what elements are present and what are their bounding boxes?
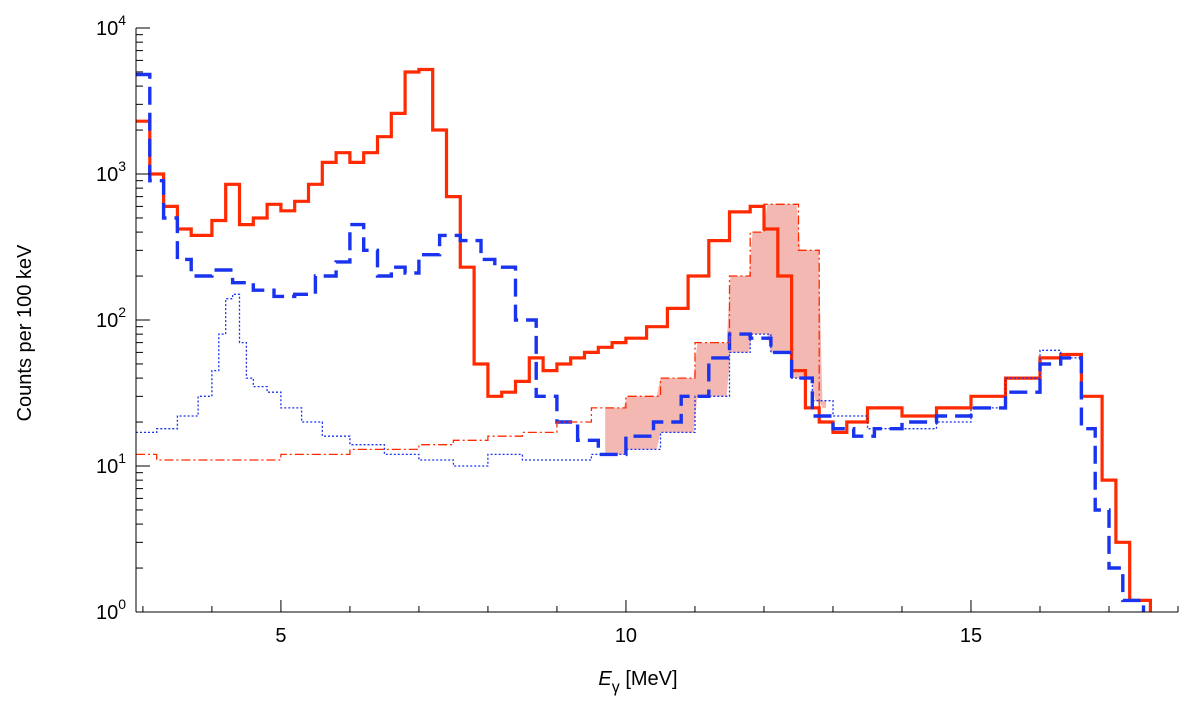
y-tick-label-base: 10 xyxy=(96,456,118,478)
y-tick-label: 103 xyxy=(96,158,126,186)
series-layer xyxy=(136,67,1153,612)
y-tick-label-exponent: 1 xyxy=(118,450,126,466)
x-axis-title-sub: γ xyxy=(612,679,620,696)
series-line-blue-dashed-thick xyxy=(136,72,1146,612)
y-tick-label-exponent: 0 xyxy=(118,596,126,612)
series-line-red-dashdot-thin xyxy=(136,203,820,461)
x-tick-label: 15 xyxy=(960,625,982,647)
y-tick-label-base: 10 xyxy=(96,18,118,40)
x-axis-title-unit: [MeV] xyxy=(620,668,678,690)
y-tick-label: 104 xyxy=(96,12,126,40)
x-axis-title: Eγ [MeV] xyxy=(598,668,677,696)
x-tick-label: 10 xyxy=(615,625,637,647)
series-line-red-solid-thick xyxy=(136,67,1153,612)
y-tick-label: 102 xyxy=(96,304,126,332)
x-axis-title-var: E xyxy=(598,668,612,690)
y-axis-title: Counts per 100 keV xyxy=(14,244,36,421)
y-tick-label-base: 10 xyxy=(96,602,118,624)
y-tick-label-exponent: 4 xyxy=(118,12,126,28)
y-tick-label-base: 10 xyxy=(96,164,118,186)
series-line-blue-dotted-thin xyxy=(136,293,1083,467)
y-tick-label-exponent: 3 xyxy=(118,158,126,174)
y-tick-label-base: 10 xyxy=(96,310,118,332)
y-tick-label: 101 xyxy=(96,450,126,478)
y-tick-label-exponent: 2 xyxy=(118,304,126,320)
y-tick-label: 100 xyxy=(96,596,126,624)
x-tick-label: 5 xyxy=(275,625,286,647)
axes-layer xyxy=(135,27,1179,613)
